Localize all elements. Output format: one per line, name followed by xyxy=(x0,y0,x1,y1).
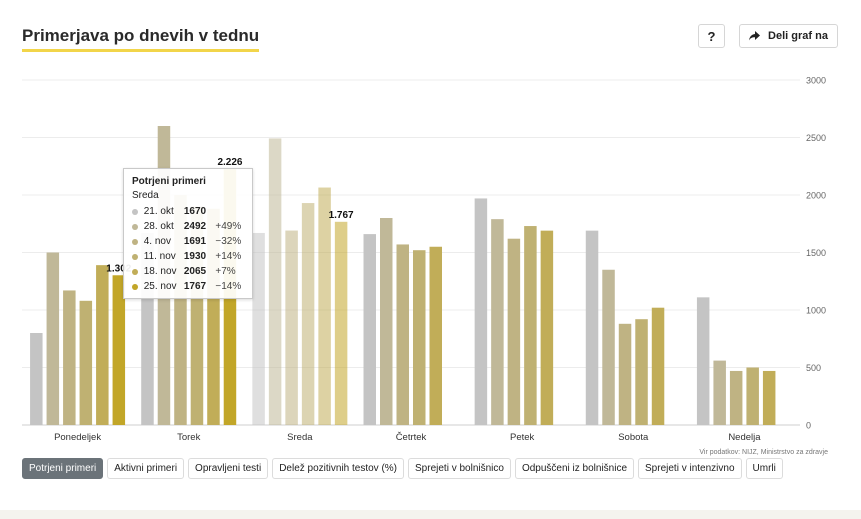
series-dot-icon xyxy=(132,253,138,260)
tooltip-change: +7% xyxy=(215,266,236,277)
bar xyxy=(334,221,348,425)
tooltip-value: 1930 xyxy=(183,251,207,262)
share-button[interactable]: Deli graf na xyxy=(739,24,838,48)
metric-tab[interactable]: Potrjeni primeri xyxy=(22,458,104,479)
bar xyxy=(380,218,393,425)
bar xyxy=(429,246,442,425)
footer-strip xyxy=(0,510,861,519)
tooltip-change: +14% xyxy=(215,251,242,262)
bar xyxy=(252,232,265,425)
bar xyxy=(696,297,710,425)
tooltip-row: 18. nov 2065 +7% xyxy=(132,264,244,279)
metric-tab[interactable]: Umrli xyxy=(745,458,783,479)
tooltip-date: 18. nov xyxy=(143,266,177,277)
tooltip-date: 11. nov xyxy=(143,251,176,262)
tooltip-row: 21. okt 1670 xyxy=(132,204,244,219)
metric-tab[interactable]: Odpuščeni iz bolnišnice xyxy=(514,458,635,479)
tooltip-row: 11. nov 1930 +14% xyxy=(132,249,244,264)
data-label: 2.226 xyxy=(217,157,242,168)
bar xyxy=(46,252,60,425)
help-button[interactable]: ? xyxy=(698,24,725,48)
bar xyxy=(602,269,615,425)
series-dot-icon xyxy=(132,208,138,215)
source-note: Vir podatkov: NIJZ, Ministrstvo za zdrav… xyxy=(699,449,828,456)
bar xyxy=(762,370,776,425)
tooltip-change: −32% xyxy=(215,236,242,247)
bar xyxy=(268,138,282,426)
bar xyxy=(507,238,521,425)
series-dot-icon xyxy=(132,283,138,290)
y-tick-label: 1500 xyxy=(806,248,826,258)
data-label: 1.302 xyxy=(106,263,131,274)
tooltip-value: 1670 xyxy=(183,206,207,217)
tooltip-change: +49% xyxy=(215,221,242,232)
tooltip-date: 21. okt xyxy=(143,206,174,217)
bar xyxy=(635,319,648,425)
bar xyxy=(413,250,426,425)
metric-tab[interactable]: Delež pozitivnih testov (%) xyxy=(272,458,405,479)
x-tick-label: Četrtek xyxy=(396,432,427,443)
tooltip-row: 4. nov 1691 −32% xyxy=(132,234,244,249)
x-tick-label: Torek xyxy=(177,432,200,443)
bar xyxy=(474,198,488,425)
tooltip-date: 25. nov xyxy=(143,281,177,292)
bar xyxy=(285,230,298,425)
tooltip-value: 2492 xyxy=(183,221,207,232)
x-tick-label: Nedelja xyxy=(728,432,761,443)
bar xyxy=(112,275,126,425)
bar xyxy=(63,290,76,425)
tooltip-value: 1767 xyxy=(183,281,207,292)
bar xyxy=(540,230,554,425)
bar xyxy=(491,219,504,425)
y-tick-label: 3000 xyxy=(806,76,826,86)
x-tick-label: Ponedeljek xyxy=(54,432,101,443)
tooltip-row: 25. nov 1767 −14% xyxy=(132,279,244,294)
chart-tooltip: Potrjeni primeri Sreda 21. okt 1670 28. ok… xyxy=(123,168,253,299)
tooltip-date: 4. nov xyxy=(143,236,171,247)
share-label: Deli graf na xyxy=(768,30,828,42)
bar xyxy=(396,244,409,425)
tooltip-title: Potrjeni primeri xyxy=(132,176,206,187)
series-dot-icon xyxy=(132,268,138,275)
y-tick-label: 0 xyxy=(806,421,811,431)
bar xyxy=(363,234,376,425)
y-tick-label: 500 xyxy=(806,363,821,373)
x-tick-label: Petek xyxy=(510,432,535,443)
bar xyxy=(318,187,331,425)
help-label: ? xyxy=(707,28,716,44)
metric-tab[interactable]: Aktivni primeri xyxy=(107,458,185,479)
bar xyxy=(96,265,109,425)
bar xyxy=(618,323,632,425)
metric-tabs: Potrjeni primeri Aktivni primeri Opravljen… xyxy=(22,458,783,479)
bar xyxy=(30,333,43,425)
tooltip-date: 28. okt xyxy=(143,221,174,232)
tooltip-change: −14% xyxy=(215,281,242,292)
x-tick-label: Sreda xyxy=(287,432,313,443)
metric-tab[interactable]: Opravljeni testi xyxy=(188,458,269,479)
bar xyxy=(729,370,743,425)
y-tick-label: 1000 xyxy=(806,306,826,316)
data-label: 1.767 xyxy=(329,210,354,221)
tooltip-value: 1691 xyxy=(183,236,207,247)
bar xyxy=(746,367,759,425)
y-tick-label: 2500 xyxy=(806,133,826,143)
series-dot-icon xyxy=(132,238,138,245)
tooltip-subtitle: Sreda xyxy=(132,190,159,201)
bar xyxy=(651,307,665,425)
metric-tab[interactable]: Sprejeti v bolnišnico xyxy=(408,458,511,479)
bar xyxy=(301,203,315,425)
share-arrow-icon xyxy=(749,31,761,41)
bar xyxy=(713,360,726,425)
bar xyxy=(524,226,537,425)
page-title: Primerjava po dnevih v tednu xyxy=(22,26,260,52)
bar xyxy=(79,300,93,425)
series-dot-icon xyxy=(132,223,138,230)
metric-tab[interactable]: Sprejeti v intenzivno xyxy=(638,458,742,479)
tooltip-row: 28. okt 2492 +49% xyxy=(132,219,244,234)
tooltip-value: 2065 xyxy=(183,266,207,277)
bar xyxy=(585,230,599,425)
y-tick-label: 2000 xyxy=(806,191,826,201)
x-tick-label: Sobota xyxy=(618,432,649,443)
